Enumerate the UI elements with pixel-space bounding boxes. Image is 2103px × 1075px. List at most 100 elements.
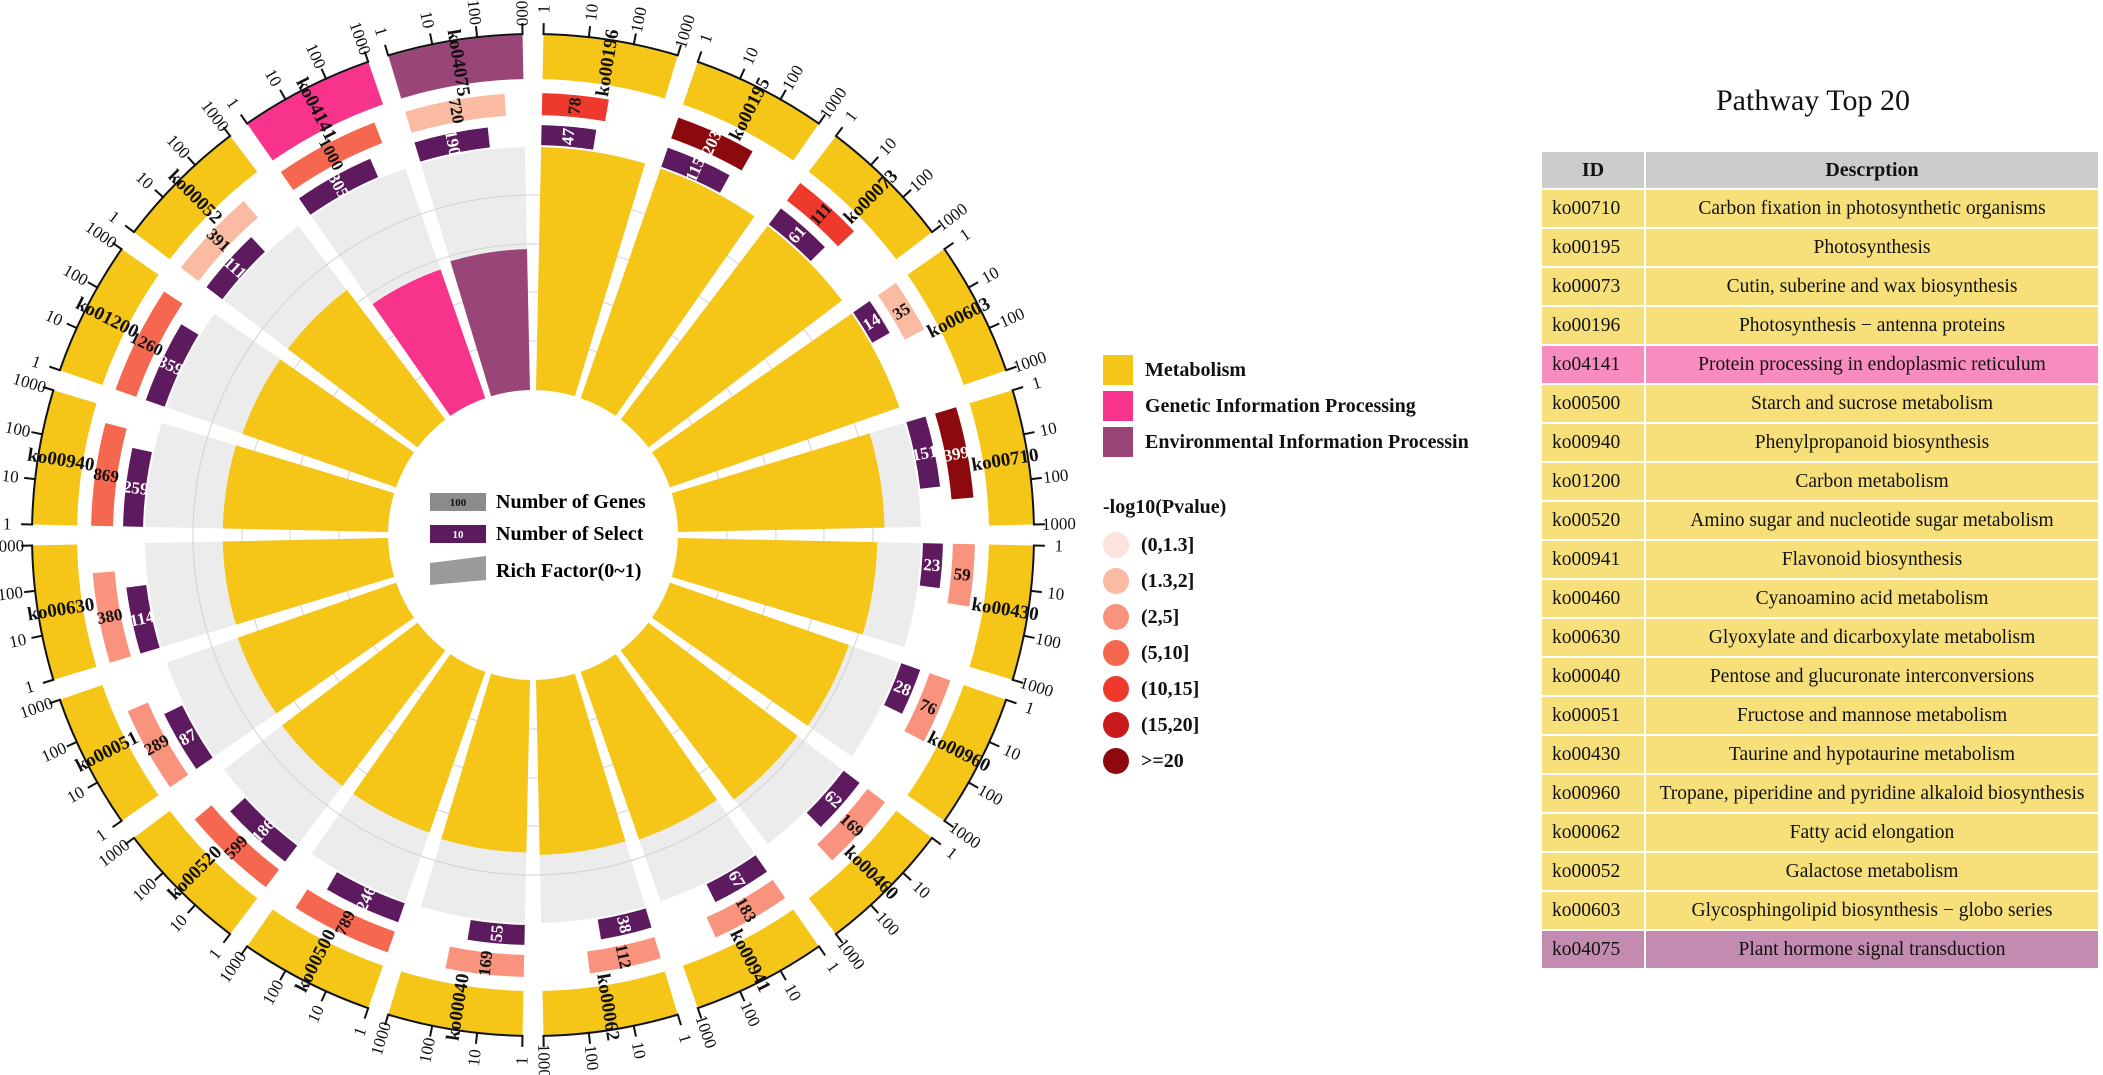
scale-tick-label: 10: [8, 630, 28, 652]
table-cell-id: ko00430: [1542, 736, 1644, 773]
select-bar: [414, 127, 490, 162]
scale-tick-label: 100: [975, 780, 1007, 809]
table-cell-description: Taurine and hypotaurine metabolism: [1646, 736, 2098, 773]
scale-tick-label: 100: [415, 1036, 439, 1065]
scale-tick-label: 100: [736, 998, 764, 1029]
select-bar: [806, 770, 860, 828]
legend-item-metabolism: Metabolism: [1103, 352, 1469, 388]
genes-value-label: 399: [942, 442, 971, 465]
rich-factor-bar: [620, 225, 843, 448]
scale-tick-label: 1: [1030, 373, 1044, 394]
scale-tick-label: 1000: [671, 12, 699, 50]
pathway-segment: [682, 909, 819, 1008]
pvalue-label: (1.3,2]: [1141, 569, 1195, 592]
pathway-segment: [60, 249, 159, 386]
genes-value-label: 380: [95, 605, 124, 628]
genes-bar: [115, 291, 183, 397]
scale-tick-label: 100: [1042, 466, 1069, 488]
genes-bar: [445, 946, 525, 977]
scale-tick-label: 10: [64, 782, 88, 807]
scale-tick-label: 1000: [534, 1044, 554, 1075]
pathway-segment: [60, 684, 159, 821]
scale-tick-label: 1000: [17, 693, 55, 722]
pvalue-label: (5,10]: [1141, 641, 1190, 664]
scale-tick-label: 100: [60, 261, 92, 290]
genes-bar: [127, 702, 189, 788]
table-title: Pathway Top 20: [1715, 84, 1910, 117]
pathway-segment: [33, 390, 97, 526]
grid-circle: [289, 291, 777, 779]
scale-axis: [1011, 389, 1035, 525]
genes-bar: [947, 543, 975, 607]
pvalue-label: >=20: [1141, 749, 1184, 772]
scale-tick: [124, 224, 136, 234]
rich-factor-bar: [372, 269, 486, 416]
grid-circle: [241, 243, 825, 827]
table-row: ko00062 Fatty acid elongation: [1542, 814, 2098, 851]
pvalue-swatch: [1103, 532, 1129, 558]
table-row: ko00430 Taurine and hypotaurine metabolis…: [1542, 736, 2098, 773]
pathway-segment: [907, 249, 1006, 386]
rich-factor-bar: [237, 582, 414, 714]
genes-legend-box-label: 100: [450, 497, 467, 509]
scale-tick-label: 1: [841, 107, 861, 125]
table-cell-id: ko00630: [1542, 619, 1644, 656]
table-cell-description: Glyoxylate and dicarboxylate metabolism: [1646, 619, 2098, 656]
genes-bar: [817, 788, 886, 861]
scale-tick-label: 1: [1054, 536, 1063, 555]
scale-tick-label: 1000: [0, 536, 24, 556]
pvalue-legend: -log10(Pvalue) (0,1.3] (1.3,2] (2,5] (5,…: [1103, 496, 1226, 779]
select-legend-box-label: 10: [453, 529, 465, 541]
pvalue-swatch: [1103, 604, 1129, 630]
select-bar: [164, 705, 213, 769]
rich-factor-bar: [652, 582, 849, 726]
scale-tick: [943, 241, 954, 251]
grid-circle: [192, 194, 874, 876]
select-bar: [597, 908, 652, 940]
pathway-segment: [33, 544, 97, 680]
rich-factor-bar: [536, 673, 626, 855]
genes-bar: [91, 422, 127, 527]
pathway-segment: [808, 810, 932, 934]
scale-tick-label: 1000: [691, 1013, 720, 1051]
select-bar: [230, 797, 298, 862]
pvalue-label: (10,15]: [1141, 677, 1200, 700]
scale-tick-label: 1: [92, 825, 110, 845]
scale-tick-label: 10: [166, 911, 191, 936]
table-cell-id: ko00062: [1542, 814, 1644, 851]
scale-tick-label: 10: [978, 263, 1002, 288]
category-legend: Metabolism Genetic Information Processin…: [1103, 352, 1469, 460]
select-bar: [706, 855, 767, 903]
table-cell-id: ko00710: [1542, 190, 1644, 227]
select-value-label: 28: [891, 676, 914, 700]
scale-tick-label: 10: [416, 10, 438, 30]
genes-bar: [194, 805, 280, 888]
scale-tick-label: 1: [3, 514, 12, 533]
table-row: ko00603 Glycosphingolipid biosynthesis − …: [1542, 892, 2098, 929]
pathway-segment: [907, 684, 1006, 821]
legend-label-metabolism: Metabolism: [1145, 358, 1247, 381]
scale-axis: [543, 33, 679, 57]
pvalue-label: (0,1.3]: [1141, 533, 1195, 556]
select-value-label: 114: [128, 607, 156, 631]
table-cell-id: ko00941: [1542, 541, 1644, 578]
select-value-label: 259: [122, 477, 150, 499]
table-row: ko00710 Carbon fixation in photosynthetic…: [1542, 190, 2098, 227]
pathway-table: ID Descrption ko00710 Carbon fixation in …: [1540, 150, 2100, 970]
genes-bar: [280, 122, 383, 191]
rich-factor-bar: [671, 538, 878, 635]
scale-tick-label: 1: [371, 25, 392, 39]
legend-label-genetic: Genetic Information Processing: [1145, 394, 1416, 417]
select-bar: [467, 919, 525, 945]
rich-factor-bar: [652, 313, 900, 488]
pvalue-legend-item: (5,10]: [1103, 635, 1226, 671]
pvalue-legend-item: (10,15]: [1103, 671, 1226, 707]
scale-tick-label: 1: [223, 94, 243, 112]
scale-tick-label: 10: [909, 877, 934, 902]
table-cell-description: Starch and sucrose metabolism: [1646, 385, 2098, 422]
scale-tick-label: 10: [780, 980, 805, 1004]
genes-bar: [541, 93, 609, 122]
table-cell-description: Glycosphingolipid biosynthesis − globo s…: [1646, 892, 2098, 929]
select-bar: [126, 584, 160, 654]
scale-axis: [1011, 545, 1035, 681]
